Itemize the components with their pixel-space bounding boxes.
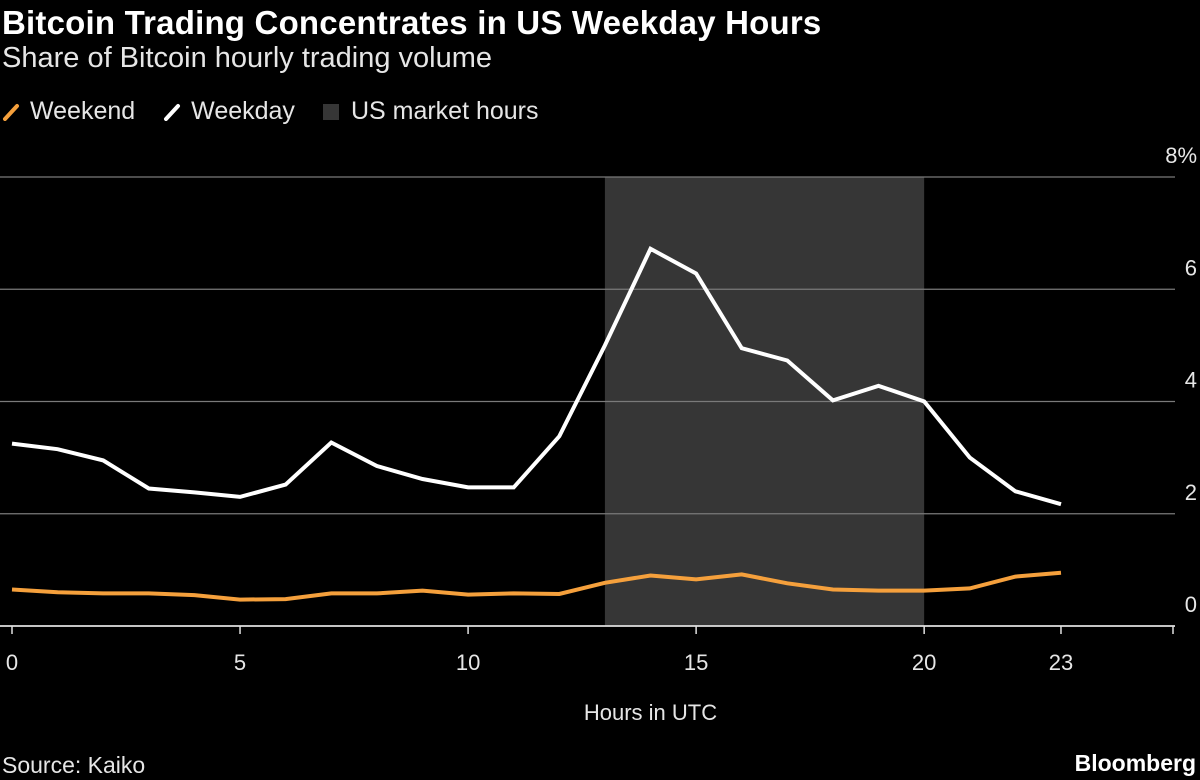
weekend-swatch-icon bbox=[3, 103, 19, 121]
y-tick-label-6: 6 bbox=[1185, 255, 1197, 280]
legend-item-market-hours: US market hours bbox=[322, 97, 539, 126]
x-tick-label-20: 20 bbox=[912, 650, 936, 675]
legend-label-weekday: Weekday bbox=[191, 97, 295, 125]
y-tick-label-2: 2 bbox=[1185, 480, 1197, 505]
series-line-weekday bbox=[11, 246, 1062, 507]
market-hours-swatch-icon bbox=[322, 103, 339, 120]
y-tick-label-4: 4 bbox=[1185, 368, 1197, 393]
legend-item-weekend: Weekend bbox=[2, 97, 135, 126]
source-note: Source: Kaiko bbox=[2, 752, 146, 778]
y-tick-label-0: 0 bbox=[1185, 592, 1197, 617]
legend-label-market-hours: US market hours bbox=[350, 97, 539, 125]
x-tick-label-23: 23 bbox=[1049, 650, 1073, 675]
brand-logo: Bloomberg bbox=[1074, 750, 1196, 776]
weekday-swatch-icon bbox=[164, 103, 181, 121]
chart-title: Bitcoin Trading Concentrates in US Weekd… bbox=[2, 4, 822, 41]
legend: Weekend Weekday US market hours bbox=[2, 97, 567, 126]
series-line-weekend bbox=[11, 570, 1062, 602]
x-tick-label-10: 10 bbox=[456, 650, 480, 675]
x-axis-label: Hours in UTC bbox=[584, 700, 717, 725]
legend-label-weekend: Weekend bbox=[30, 97, 136, 125]
x-tick-label-0: 0 bbox=[6, 650, 18, 675]
chart-subtitle: Share of Bitcoin hourly trading volume bbox=[2, 42, 493, 74]
x-tick-label-15: 15 bbox=[684, 650, 708, 675]
legend-item-weekday: Weekday bbox=[163, 97, 295, 126]
y-tick-label-8: 8% bbox=[1165, 143, 1197, 168]
x-tick-label-5: 5 bbox=[234, 650, 246, 675]
